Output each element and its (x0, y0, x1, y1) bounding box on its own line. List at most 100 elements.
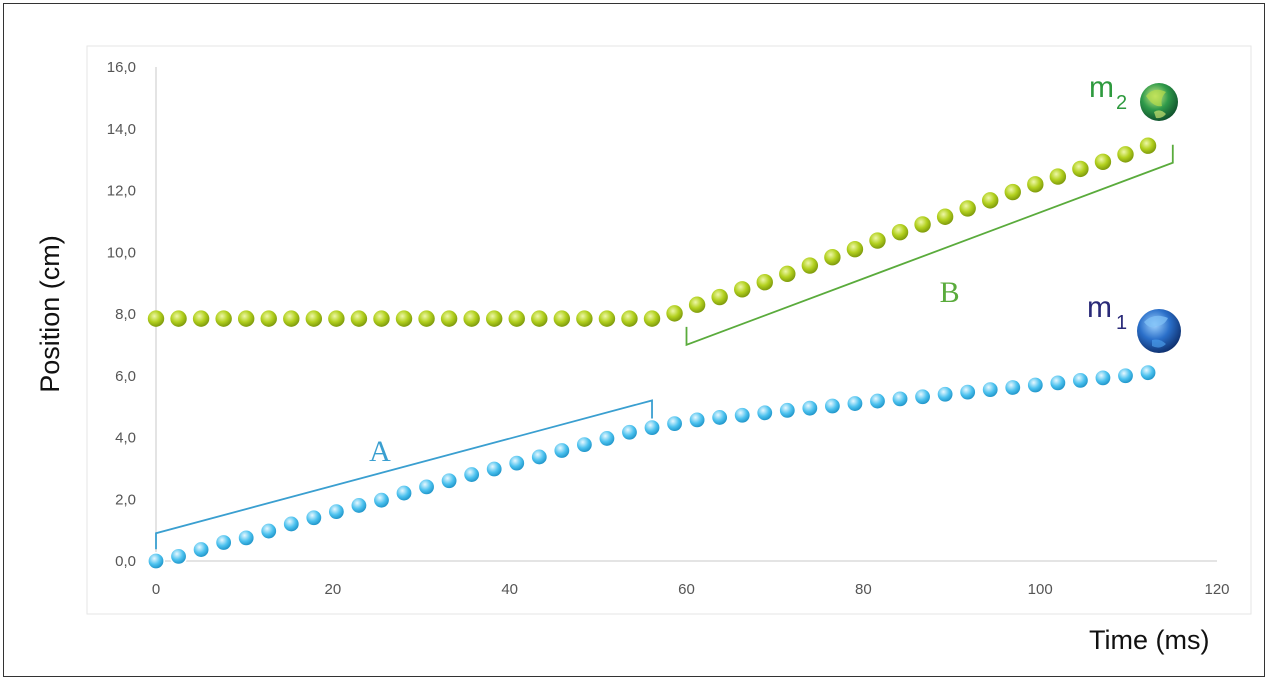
data-point-m2 (643, 310, 661, 327)
bracket-b-label: B (940, 276, 960, 309)
data-point-m1 (1026, 376, 1045, 395)
data-point-m2 (237, 310, 255, 327)
x-tick-label: 80 (855, 581, 872, 598)
y-tick-label: 14,0 (107, 121, 136, 138)
bracket-b (685, 144, 1174, 347)
data-point-m2 (395, 310, 413, 327)
data-point-m1 (169, 547, 188, 566)
data-point-m1 (800, 399, 819, 418)
x-tick-label: 60 (678, 581, 695, 598)
data-point-m1 (778, 401, 797, 420)
data-point-m1 (349, 496, 368, 515)
mass-label-m1-letter: m (1087, 291, 1112, 324)
y-tick-label: 2,0 (115, 491, 136, 508)
data-point-m2 (328, 310, 345, 327)
x-axis-title: Time (ms) (1089, 625, 1209, 655)
data-point-m2 (914, 216, 931, 233)
y-tick-label: 16,0 (107, 59, 136, 76)
data-point-m1 (643, 418, 662, 437)
blue-ball-icon (1137, 309, 1181, 353)
data-point-m2 (666, 305, 683, 322)
data-point-m2 (959, 200, 976, 217)
mass-label-m2: m 2 (1089, 71, 1178, 121)
y-tick-label: 6,0 (115, 368, 136, 385)
y-tick-label: 8,0 (115, 306, 136, 323)
data-point-m1 (485, 459, 504, 478)
data-point-m2 (1004, 183, 1021, 201)
data-point-m1 (1116, 366, 1135, 385)
data-point-m2 (891, 223, 909, 241)
data-point-m1 (462, 465, 481, 484)
x-tick-label: 20 (324, 581, 341, 598)
data-point-m1 (755, 403, 774, 422)
data-point-m2 (283, 310, 300, 327)
data-point-m1 (823, 397, 842, 416)
data-point-m2 (801, 257, 819, 274)
data-point-m1 (304, 508, 323, 527)
data-point-m2 (1139, 137, 1157, 154)
data-point-m1 (507, 454, 526, 473)
data-point-m2 (147, 310, 165, 327)
data-point-m2 (1094, 153, 1112, 170)
y-tick-label: 4,0 (115, 430, 136, 447)
data-point-m1 (710, 408, 729, 427)
data-point-m2 (485, 310, 503, 327)
data-point-m1 (1048, 373, 1067, 392)
mass-label-m1-sub: 1 (1116, 312, 1127, 334)
data-point-m1 (733, 406, 752, 425)
data-point-m1 (981, 380, 1000, 399)
data-point-m2 (982, 192, 999, 209)
data-point-m2 (215, 310, 232, 327)
y-axis-title: Position (cm) (35, 235, 65, 393)
data-point-m2 (260, 310, 277, 327)
y-tick-labels: 0,0 2,0 4,0 6,0 8,0 10,0 12,0 14,0 16,0 (107, 59, 136, 570)
data-point-m1 (259, 522, 278, 541)
data-points (147, 137, 1158, 570)
data-point-m2 (869, 232, 886, 249)
data-point-m1 (552, 441, 571, 460)
data-point-m2 (1049, 168, 1067, 185)
data-point-m2 (305, 310, 323, 327)
data-point-m1 (372, 491, 391, 510)
data-point-m1 (575, 435, 594, 454)
x-tick-label: 120 (1204, 581, 1229, 598)
data-point-m2 (711, 288, 728, 306)
data-point-m2 (734, 281, 751, 298)
y-tick-label: 10,0 (107, 244, 136, 261)
data-point-m2 (936, 208, 954, 225)
data-point-m1 (147, 551, 166, 570)
y-tick-label: 12,0 (107, 183, 136, 200)
data-point-m2 (373, 310, 390, 327)
mass-label-m2-letter: m (1089, 71, 1114, 104)
data-point-m2 (779, 265, 796, 283)
bracket-a (155, 399, 653, 550)
data-point-m1 (1093, 368, 1112, 387)
data-point-m1 (327, 502, 346, 521)
data-point-m1 (395, 484, 414, 503)
data-point-m2 (192, 310, 210, 327)
data-point-m2 (756, 273, 773, 291)
data-point-m1 (688, 410, 707, 429)
mass-label-m2-sub: 2 (1116, 92, 1127, 114)
data-point-m2 (846, 240, 864, 258)
data-point-m2 (418, 310, 435, 327)
x-tick-label: 0 (152, 581, 160, 598)
data-point-m1 (665, 414, 684, 433)
data-point-m2 (508, 310, 525, 327)
data-point-m1 (530, 447, 549, 466)
data-point-m2 (350, 310, 368, 327)
data-point-m2 (170, 310, 187, 327)
data-point-m2 (531, 310, 548, 327)
x-tick-label: 40 (501, 581, 518, 598)
data-point-m2 (1072, 160, 1089, 178)
chart-svg: 0,0 2,0 4,0 6,0 8,0 10,0 12,0 14,0 16,0 0 20 40 60 8… (35, 45, 1252, 655)
bracket-a-label: A (369, 435, 391, 468)
data-point-m1 (440, 471, 459, 490)
data-point-m2 (440, 310, 458, 327)
data-point-m2 (598, 310, 616, 327)
data-point-m2 (576, 310, 593, 327)
data-point-m2 (1117, 146, 1134, 163)
plot-frame (86, 45, 1252, 615)
brackets: AB (155, 144, 1174, 550)
data-point-m1 (214, 533, 233, 552)
